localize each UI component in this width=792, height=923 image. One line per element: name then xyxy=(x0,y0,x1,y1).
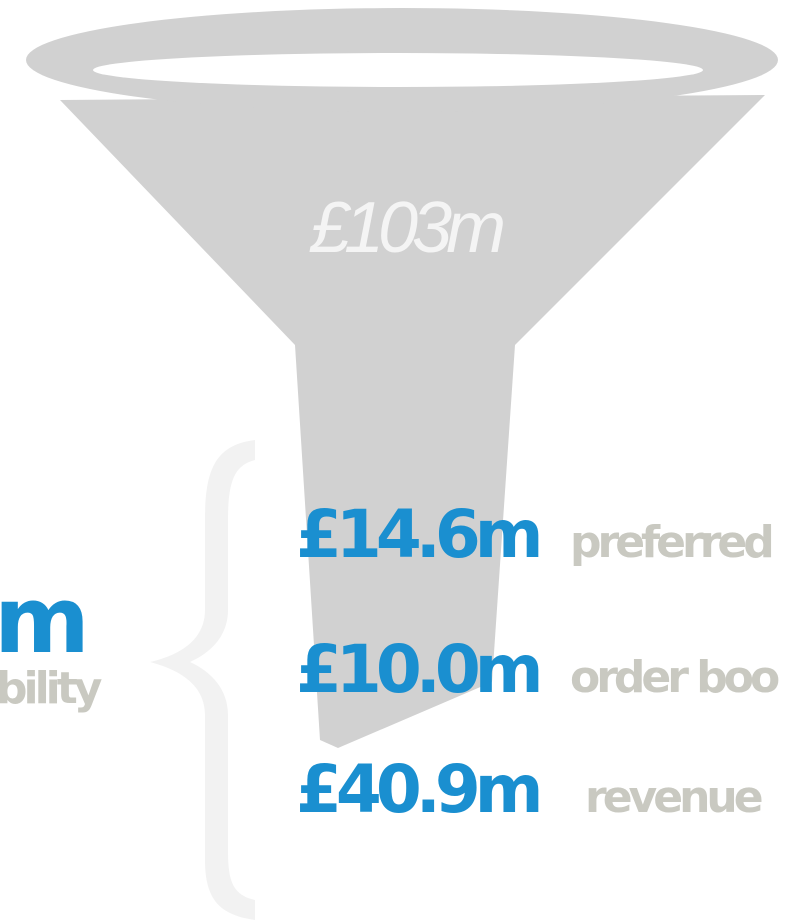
label: order boo xyxy=(570,652,779,703)
amount: £10.0m xyxy=(296,631,539,708)
funnel-total: £103m xyxy=(309,188,503,268)
label: preferred xyxy=(570,517,771,568)
left-label: bility xyxy=(0,663,102,714)
funnel-opening xyxy=(93,53,703,87)
brace xyxy=(150,440,255,920)
funnel-body xyxy=(60,95,765,748)
left-amount: m xyxy=(0,567,84,674)
amount: £14.6m xyxy=(296,496,539,573)
amount: £40.9m xyxy=(296,751,539,828)
label: revenue xyxy=(585,772,762,823)
